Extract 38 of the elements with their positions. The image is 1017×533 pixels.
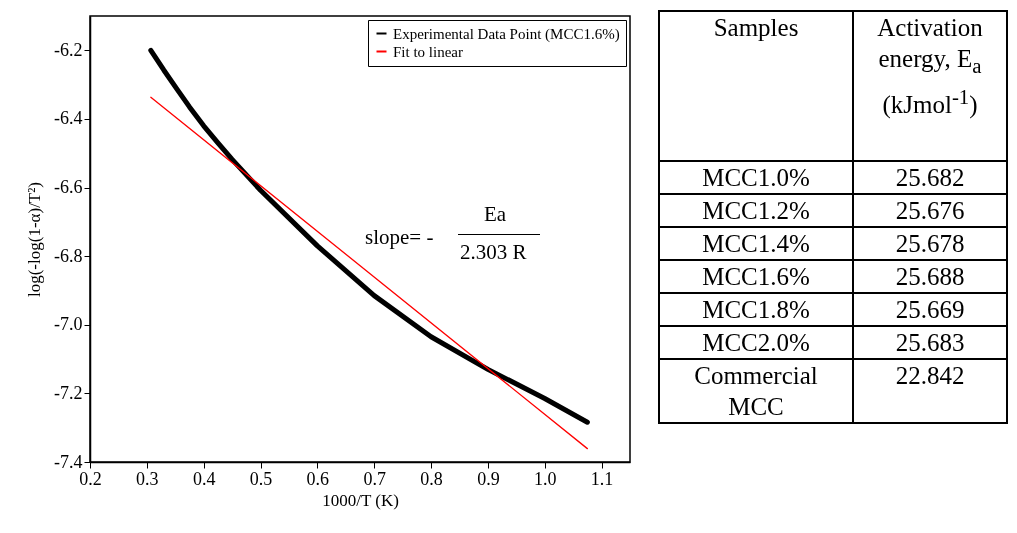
x-tick-label: 0.8 [420, 468, 443, 489]
y-tick-label: -6.6 [54, 177, 83, 198]
text: MCC1.8% [659, 293, 853, 326]
y-tick-label: -7.2 [54, 382, 83, 403]
y-tick-label: -6.4 [54, 108, 83, 129]
text: MCC2.0% [659, 326, 853, 359]
y-axis-title: log(-log(1-α)/T²) [25, 181, 45, 298]
legend-label: Fit to linear [393, 43, 463, 60]
x-tick-label: 0.6 [306, 468, 330, 489]
x-tick-label: 1.1 [590, 468, 614, 489]
text: 22.842 [853, 359, 1007, 423]
x-axis-title: 1000/T (K) [322, 490, 399, 510]
text: 25.682 [853, 161, 1007, 194]
text: 25.669 [853, 293, 1007, 326]
x-tick-label: 0.7 [363, 468, 386, 489]
text: Commercial MCC [659, 359, 853, 423]
x-tick-label: 0.3 [136, 468, 159, 489]
x-tick-label: 1.0 [533, 468, 557, 489]
y-tick-label: -6.2 [54, 39, 83, 60]
text: Samples [659, 11, 853, 161]
legend-label: Experimental Data Point (MCC1.6%) [393, 25, 620, 43]
text: MCC1.0% [659, 161, 853, 194]
text: MCC1.4% [659, 227, 853, 260]
annotation: slope= - [365, 225, 434, 250]
x-tick-label: 0.9 [477, 468, 500, 489]
annotation: 2.303 R [460, 240, 527, 265]
text: 25.678 [853, 227, 1007, 260]
x-tick-label: 0.5 [249, 468, 273, 489]
text: 25.683 [853, 326, 1007, 359]
x-tick-label: 0.4 [192, 468, 216, 489]
text: Activation energy, E$_{a}$ (kJmol$^{-1}$) [853, 11, 1007, 161]
y-tick-label: -6.8 [54, 245, 83, 266]
text: 25.688 [853, 260, 1007, 293]
text: MCC1.2% [659, 194, 853, 227]
y-tick-label: -7.0 [54, 314, 83, 335]
text: 25.676 [853, 194, 1007, 227]
text: MCC1.6% [659, 260, 853, 293]
annotation: Ea [484, 202, 507, 227]
